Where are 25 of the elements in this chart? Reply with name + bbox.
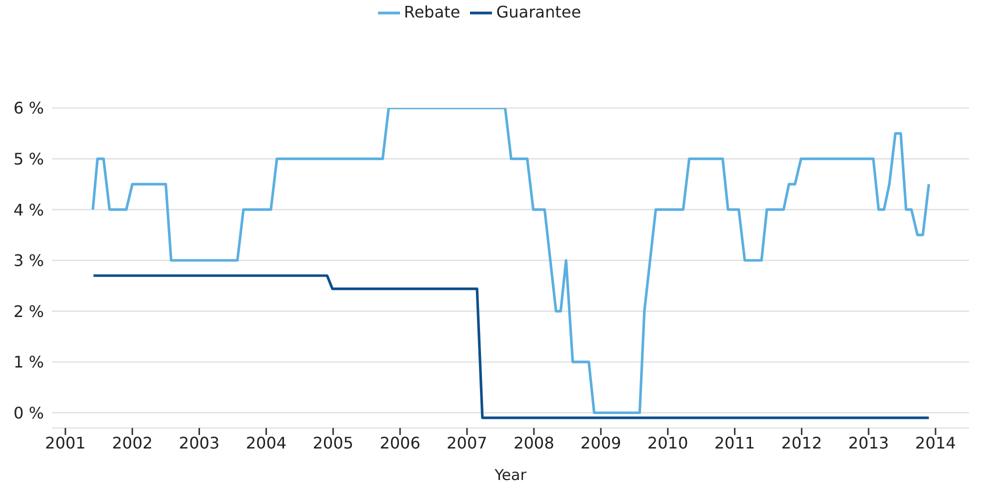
x-tick-label: 2007 bbox=[446, 433, 488, 452]
x-tick-label: 2004 bbox=[246, 433, 287, 452]
x-tick-label: 2008 bbox=[514, 433, 554, 452]
y-tick-label: 6 % bbox=[14, 98, 44, 118]
y-tick-label: 1 % bbox=[14, 352, 44, 372]
x-tick-label: 2003 bbox=[178, 433, 220, 452]
x-tick-label: 2010 bbox=[647, 433, 688, 452]
x-tick-label: 2009 bbox=[580, 433, 622, 452]
x-tick-label: 2001 bbox=[45, 433, 86, 452]
x-tick-label: 2005 bbox=[312, 433, 354, 452]
y-tick-label: 3 % bbox=[14, 251, 44, 270]
x-tick-label: 2002 bbox=[112, 433, 153, 452]
x-axis-title: Year bbox=[494, 466, 528, 484]
legend-label: Rebate bbox=[404, 2, 460, 22]
x-tick-label: 2006 bbox=[380, 433, 420, 452]
line-series bbox=[92, 108, 930, 414]
y-tick-label: 2 % bbox=[14, 302, 44, 321]
x-tick-label: 2012 bbox=[781, 433, 822, 452]
x-tick-label: 2011 bbox=[714, 433, 756, 452]
x-tick-label: 2014 bbox=[915, 433, 956, 452]
x-tick-label: 2013 bbox=[848, 433, 889, 452]
y-tick-label: 0 % bbox=[14, 403, 44, 422]
y-tick-label: 5 % bbox=[14, 149, 44, 168]
legend-label: Guarantee bbox=[496, 2, 582, 22]
y-tick-label: 4 % bbox=[14, 200, 44, 220]
